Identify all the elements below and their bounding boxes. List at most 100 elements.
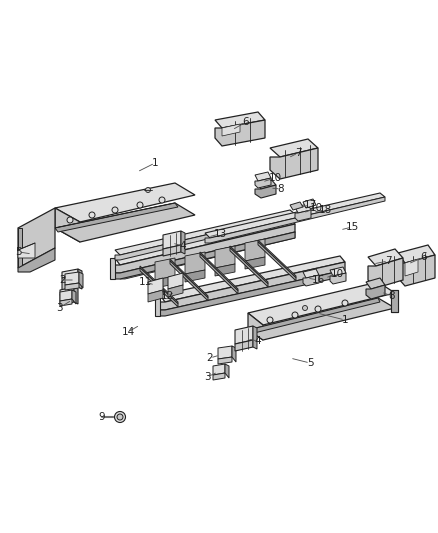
Polygon shape [290,202,303,210]
Circle shape [112,207,118,213]
Polygon shape [235,326,253,344]
Polygon shape [160,262,345,310]
Polygon shape [248,313,263,340]
Polygon shape [232,346,236,362]
Polygon shape [185,270,205,282]
Polygon shape [405,259,418,276]
Polygon shape [258,240,296,278]
Polygon shape [115,232,295,279]
Circle shape [159,197,165,203]
Polygon shape [60,299,72,306]
Polygon shape [60,290,72,301]
Polygon shape [215,120,265,146]
Polygon shape [79,272,83,288]
Polygon shape [55,208,80,242]
Polygon shape [55,203,195,242]
Text: 12: 12 [160,291,173,301]
Text: 18: 18 [318,205,332,215]
Polygon shape [65,272,79,285]
Polygon shape [295,210,311,221]
Text: 2: 2 [207,353,213,363]
Polygon shape [115,210,295,255]
Polygon shape [65,283,79,290]
Polygon shape [245,257,265,269]
Polygon shape [215,112,265,128]
Polygon shape [295,204,311,213]
Polygon shape [255,178,271,188]
Polygon shape [366,285,385,299]
Polygon shape [391,290,398,312]
Text: 1: 1 [342,315,348,325]
Polygon shape [230,248,268,287]
Circle shape [145,188,151,192]
Polygon shape [148,278,163,294]
Polygon shape [303,199,316,208]
Polygon shape [253,326,257,349]
Circle shape [315,306,321,312]
Polygon shape [163,231,181,249]
Polygon shape [255,178,276,189]
Polygon shape [245,239,265,261]
Polygon shape [62,275,78,290]
Polygon shape [170,259,208,298]
Polygon shape [74,287,78,304]
Text: 6: 6 [243,117,249,127]
Polygon shape [168,273,183,289]
Polygon shape [368,258,403,288]
Polygon shape [215,246,235,268]
Circle shape [342,300,348,306]
Circle shape [267,317,273,323]
Polygon shape [303,275,319,286]
Text: 15: 15 [346,222,359,232]
Text: 16: 16 [311,275,325,285]
Text: 14: 14 [121,327,134,337]
Text: 2: 2 [60,275,66,285]
Polygon shape [248,298,395,340]
Text: 11: 11 [138,277,152,287]
Text: 7: 7 [385,256,391,266]
Text: 8: 8 [389,291,396,301]
Polygon shape [222,124,240,136]
Text: 3: 3 [56,303,62,313]
Polygon shape [366,278,385,289]
Polygon shape [230,246,268,284]
Polygon shape [248,298,380,334]
Polygon shape [160,256,345,302]
Polygon shape [120,224,295,273]
Text: 5: 5 [16,247,22,257]
Polygon shape [168,285,183,297]
Polygon shape [155,258,175,280]
Circle shape [114,411,126,423]
Polygon shape [18,243,35,258]
Text: 17: 17 [304,200,317,210]
Polygon shape [140,268,178,307]
Polygon shape [60,292,74,305]
Polygon shape [155,295,160,316]
Polygon shape [72,290,76,304]
Circle shape [67,217,73,223]
Polygon shape [78,269,82,289]
Polygon shape [200,252,238,291]
Polygon shape [205,193,385,238]
Polygon shape [18,208,55,268]
Text: 5: 5 [307,358,313,368]
Polygon shape [110,258,115,279]
Polygon shape [255,185,276,198]
Polygon shape [218,357,232,364]
Polygon shape [18,248,55,272]
Text: 10: 10 [268,173,282,183]
Polygon shape [398,245,435,263]
Polygon shape [215,264,235,276]
Polygon shape [270,139,318,157]
Polygon shape [330,267,346,276]
Polygon shape [140,266,178,304]
Polygon shape [115,224,295,273]
Circle shape [292,312,298,318]
Polygon shape [213,364,225,375]
Polygon shape [160,270,345,316]
Polygon shape [248,282,395,325]
Polygon shape [368,249,403,266]
Polygon shape [120,232,295,279]
Polygon shape [115,218,295,265]
Polygon shape [303,269,319,278]
